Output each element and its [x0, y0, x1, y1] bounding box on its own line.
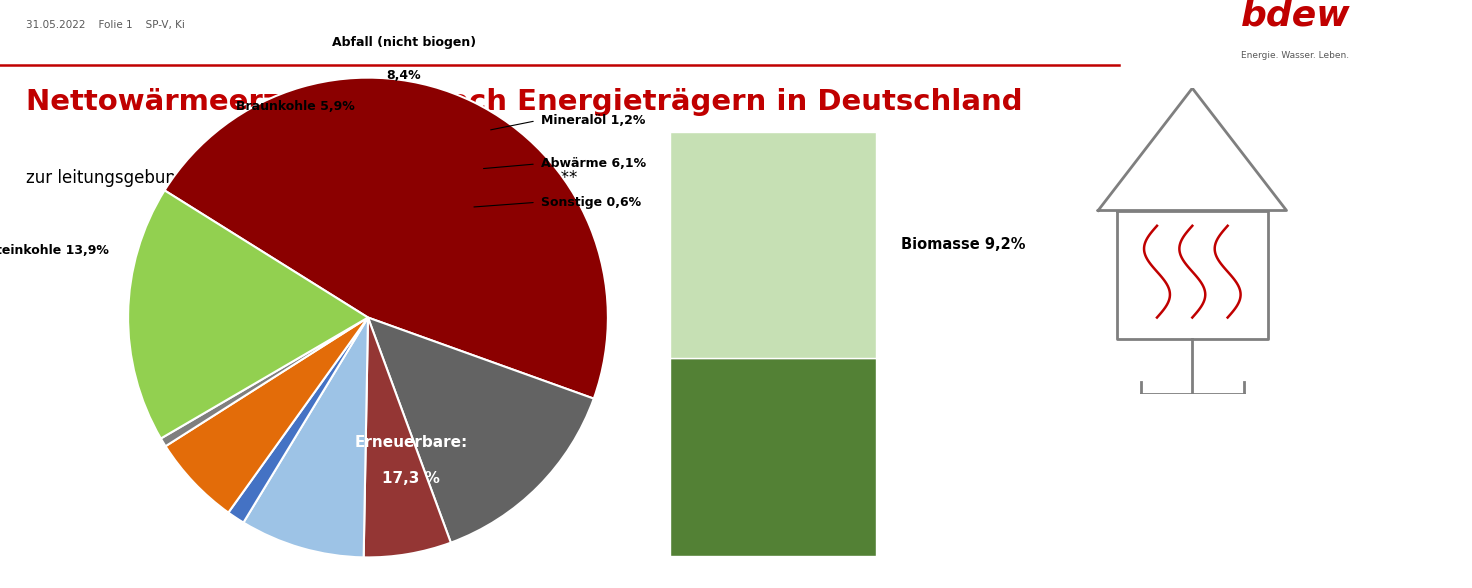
Wedge shape: [128, 191, 368, 439]
Wedge shape: [165, 78, 608, 399]
Text: bdew: bdew: [1241, 0, 1350, 32]
Text: Braunkohle 5,9%: Braunkohle 5,9%: [236, 100, 355, 113]
Text: Sonstige 0,6%: Sonstige 0,6%: [540, 196, 640, 209]
Wedge shape: [165, 318, 368, 513]
Wedge shape: [368, 318, 593, 543]
Bar: [670, 132, 876, 358]
Wedge shape: [160, 318, 368, 446]
Text: 31.05.2022    Folie 1    SP-V, Ki: 31.05.2022 Folie 1 SP-V, Ki: [26, 19, 185, 30]
Text: Erneuerbare:: Erneuerbare:: [355, 435, 468, 450]
Text: 8,4%: 8,4%: [387, 69, 421, 82]
Bar: [670, 358, 876, 556]
Text: Biomasse 9,2%: Biomasse 9,2%: [901, 238, 1025, 252]
Wedge shape: [364, 318, 450, 557]
Wedge shape: [243, 318, 368, 557]
Text: Mineralöl 1,2%: Mineralöl 1,2%: [540, 114, 645, 127]
Text: zur leitungsgebundenen Wärmeversorgung 2021: 144 Mrd. kWh**: zur leitungsgebundenen Wärmeversorgung 2…: [26, 169, 577, 187]
Wedge shape: [228, 318, 368, 523]
Text: Nettowärmeerzeugung* nach Energieträgern in Deutschland: Nettowärmeerzeugung* nach Energieträgern…: [26, 88, 1023, 116]
Text: Energie. Wasser. Leben.: Energie. Wasser. Leben.: [1241, 51, 1350, 59]
Text: 17,3 %: 17,3 %: [383, 471, 440, 486]
Text: Steinkohle 13,9%: Steinkohle 13,9%: [0, 244, 109, 257]
Text: Abfall (nicht biogen): Abfall (nicht biogen): [331, 36, 475, 49]
Text: Abwärme 6,1%: Abwärme 6,1%: [540, 158, 646, 171]
